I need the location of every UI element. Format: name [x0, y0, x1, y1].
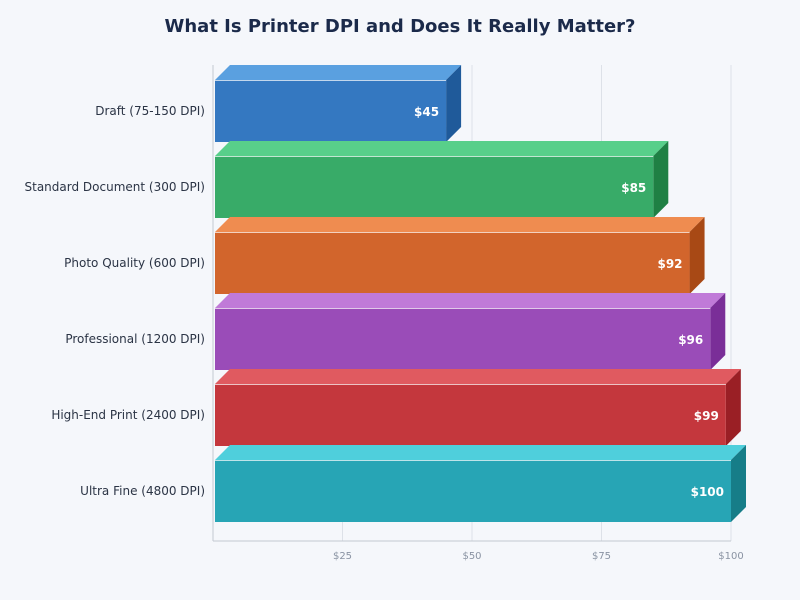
bar-group: $92: [215, 217, 705, 294]
data-label: $99: [694, 409, 719, 423]
bar-side: [653, 141, 669, 218]
data-label: $85: [621, 181, 646, 195]
bar: [215, 80, 447, 142]
category-label: Professional (1200 DPI): [65, 332, 205, 346]
data-label: $92: [657, 257, 682, 271]
bar: [215, 308, 711, 370]
data-label: $45: [414, 105, 439, 119]
bar: [215, 156, 654, 218]
bar-top: [215, 369, 741, 384]
bar: [215, 384, 726, 446]
category-label: High-End Print (2400 DPI): [51, 408, 205, 422]
bar-top: [215, 65, 462, 80]
bar-top: [215, 445, 746, 460]
category-label: Standard Document (300 DPI): [25, 180, 206, 194]
chart-title: What Is Printer DPI and Does It Really M…: [164, 16, 636, 37]
bar-top: [215, 141, 669, 156]
bar-top: [215, 217, 705, 232]
bar-side: [725, 369, 741, 446]
category-label: Draft (75-150 DPI): [95, 104, 205, 118]
bar: [215, 232, 690, 294]
x-tick-label: $100: [718, 551, 743, 562]
data-label: $96: [678, 333, 703, 347]
bar-side: [710, 293, 726, 370]
category-label: Photo Quality (600 DPI): [64, 256, 205, 270]
bar-side: [446, 65, 462, 142]
bar-group: $85: [215, 141, 669, 218]
category-label: Ultra Fine (4800 DPI): [80, 484, 205, 498]
bar-side: [689, 217, 705, 294]
data-label: $100: [691, 485, 724, 499]
x-tick-label: $75: [592, 551, 611, 562]
bar: [215, 460, 731, 522]
bar-group: $100: [215, 445, 746, 522]
bar-group: $96: [215, 293, 726, 370]
x-tick-label: $25: [333, 551, 352, 562]
x-tick-label: $50: [462, 551, 481, 562]
bar-group: $45: [215, 65, 462, 142]
bar-side: [731, 445, 746, 522]
bar-top: [215, 293, 726, 308]
bar-group: $99: [215, 369, 741, 446]
